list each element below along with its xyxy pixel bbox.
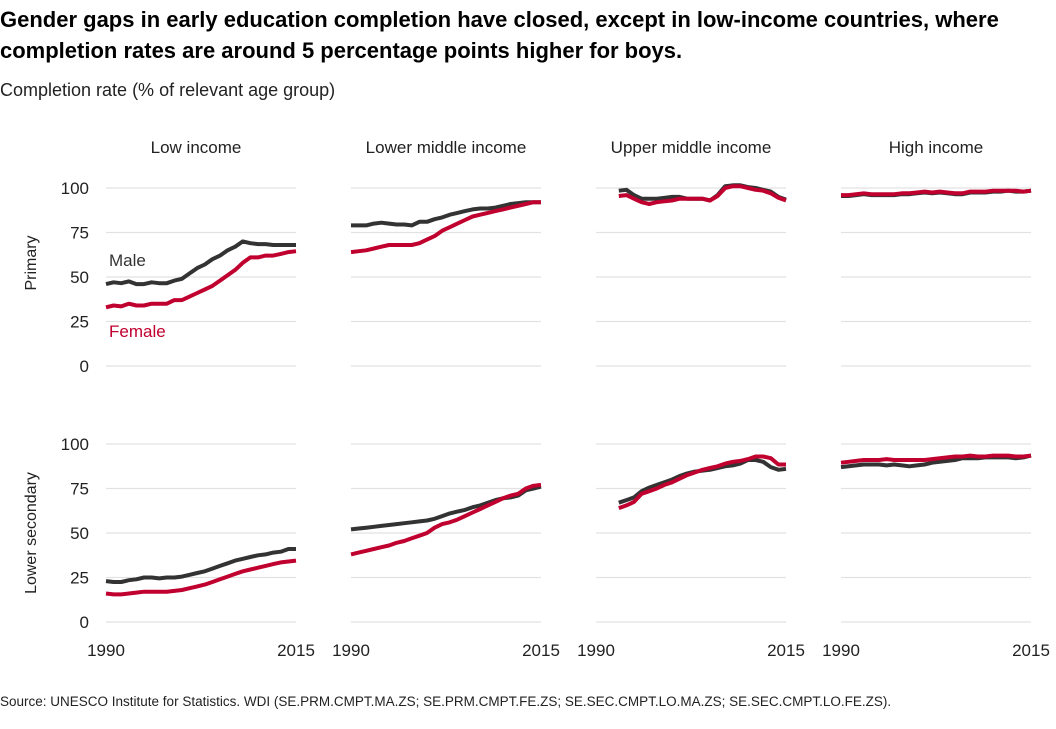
- column-header: Lower middle income: [366, 138, 527, 157]
- y-tick-label: 0: [80, 357, 89, 376]
- female-series-line: [350, 482, 542, 557]
- male-series-line: [105, 239, 296, 287]
- x-tick-label: 2015: [277, 641, 315, 660]
- column-header: Low income: [151, 138, 242, 157]
- female-series-line: [105, 249, 297, 310]
- x-tick-label: 2015: [1012, 641, 1050, 660]
- female-series-line: [618, 454, 786, 510]
- y-tick-label: 100: [61, 179, 89, 198]
- y-tick-label: 25: [70, 313, 89, 332]
- y-tick-label: 25: [70, 569, 89, 588]
- chart-title: Gender gaps in early education completio…: [0, 7, 999, 63]
- x-tick-label: 2015: [522, 641, 560, 660]
- row-label: Primary: [23, 235, 40, 290]
- male-series-line: [105, 547, 296, 584]
- x-tick-label: 2015: [767, 641, 805, 660]
- chart-subtitle: Completion rate (% of relevant age group…: [0, 80, 336, 100]
- male-series-label: Male: [109, 251, 146, 270]
- source-note: Source: UNESCO Institute for Statistics.…: [0, 694, 892, 709]
- female-series-line: [840, 453, 1032, 465]
- column-header: Upper middle income: [611, 138, 772, 157]
- x-tick-label: 1990: [822, 641, 860, 660]
- x-tick-label: 1990: [577, 641, 615, 660]
- female-series-label: Female: [109, 322, 166, 341]
- female-series-line: [841, 188, 1032, 198]
- y-tick-label: 50: [70, 268, 89, 287]
- row-label: Lower secondary: [23, 472, 40, 594]
- y-tick-label: 0: [80, 613, 89, 632]
- female-series-line: [618, 184, 787, 206]
- y-tick-label: 75: [70, 480, 89, 499]
- column-header: High income: [889, 138, 984, 157]
- male-series-line: [618, 458, 787, 505]
- y-tick-label: 75: [70, 224, 89, 243]
- female-series-line: [105, 558, 297, 597]
- female-series-line: [350, 200, 541, 255]
- x-tick-label: 1990: [87, 641, 125, 660]
- y-tick-label: 100: [61, 435, 89, 454]
- y-tick-label: 50: [70, 524, 89, 543]
- x-tick-label: 1990: [332, 641, 370, 660]
- male-series-line: [351, 200, 541, 228]
